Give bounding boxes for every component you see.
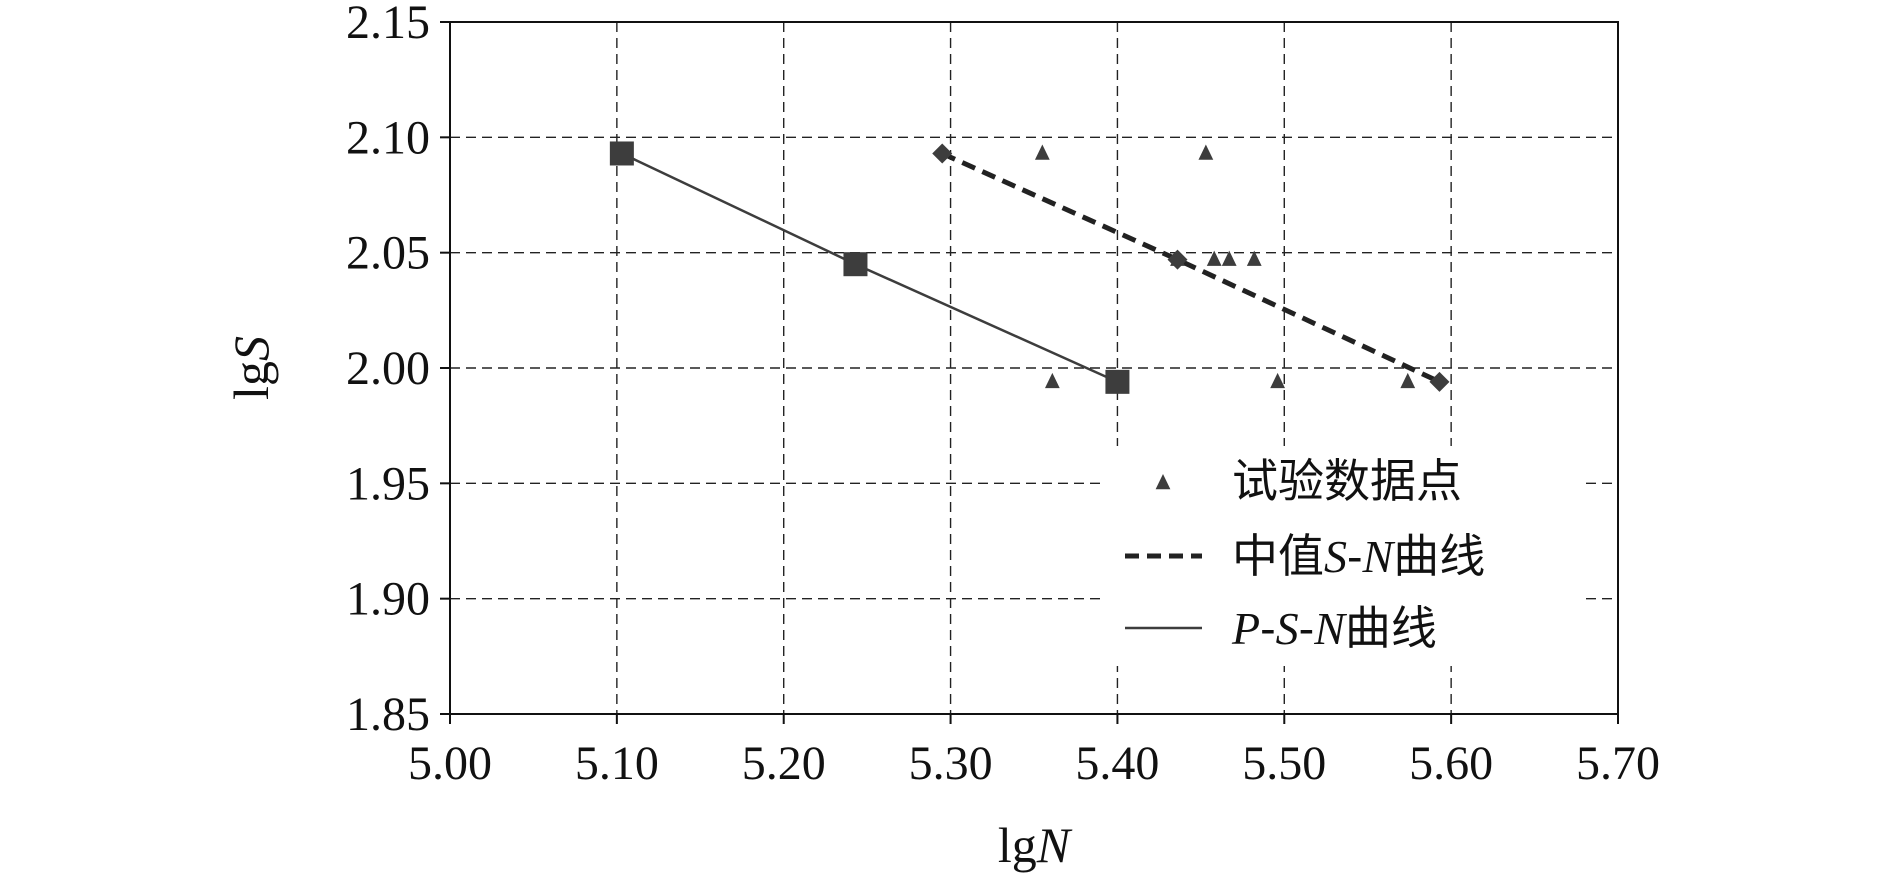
x-tick-label: 5.00	[408, 737, 492, 790]
x-tick-label: 5.60	[1409, 737, 1493, 790]
x-tick-label: 5.20	[742, 737, 826, 790]
test-data-triangle-marker	[1170, 250, 1185, 266]
psn-square-marker	[609, 141, 634, 166]
y-tick-label: 1.90	[346, 573, 430, 626]
test-data-triangle-marker	[1034, 144, 1050, 160]
legend-label-test-points: 试验数据点	[1232, 454, 1462, 508]
y-axis-title: lgS	[223, 336, 279, 400]
test-data-triangle-marker	[1206, 250, 1222, 266]
data-series	[609, 141, 1450, 394]
x-tick-label: 5.40	[1075, 737, 1159, 790]
x-tick-label: 5.30	[909, 737, 993, 790]
y-tick-labels: 2.15 2.10 2.05 2.00 1.95 1.90 1.85	[346, 0, 450, 741]
median-sn-diamond-marker	[932, 143, 953, 164]
y-tick-label: 2.10	[346, 111, 430, 164]
psn-curve-line	[621, 152, 1118, 383]
y-tick-label: 2.15	[346, 0, 430, 49]
median-sn-curve-line	[941, 151, 1441, 385]
legend-label-psn: P-S-N曲线	[1231, 601, 1437, 655]
x-tick-label: 5.70	[1576, 737, 1660, 790]
x-tick-label: 5.50	[1242, 737, 1326, 790]
y-axis-title-var: S	[223, 336, 279, 361]
y-tick-label: 1.95	[346, 457, 430, 510]
psn-square-marker	[1105, 369, 1130, 394]
y-tick-label: 1.85	[346, 688, 430, 741]
x-axis-title-prefix: lg	[998, 817, 1037, 873]
y-tick-label: 2.05	[346, 227, 430, 280]
psn-square-marker	[843, 252, 868, 277]
test-data-triangle-marker	[1246, 250, 1262, 266]
x-axis-title: lgN	[998, 817, 1073, 873]
legend: 试验数据点 中值S-N曲线 P-S-N曲线	[1100, 446, 1580, 666]
test-data-triangle-marker	[1044, 372, 1060, 389]
median-sn-diamond-marker	[1429, 371, 1450, 392]
legend-label-median-sn: 中值S-N曲线	[1232, 529, 1485, 583]
x-tick-label: 5.10	[575, 737, 659, 790]
test-data-triangle-marker	[1270, 372, 1285, 389]
y-axis-title-prefix: lg	[223, 361, 279, 400]
test-data-triangle-marker	[1221, 250, 1237, 266]
x-axis-title-var: N	[1036, 817, 1073, 873]
x-tick-labels: 5.00 5.10 5.20 5.30 5.40 5.50 5.60 5.70	[408, 714, 1660, 790]
y-tick-label: 2.00	[346, 342, 430, 395]
test-data-triangle-marker	[1400, 372, 1416, 389]
test-data-triangle-marker	[1198, 144, 1214, 160]
grid-lines	[450, 22, 1618, 714]
legend-triangle-marker-icon	[1155, 474, 1171, 490]
